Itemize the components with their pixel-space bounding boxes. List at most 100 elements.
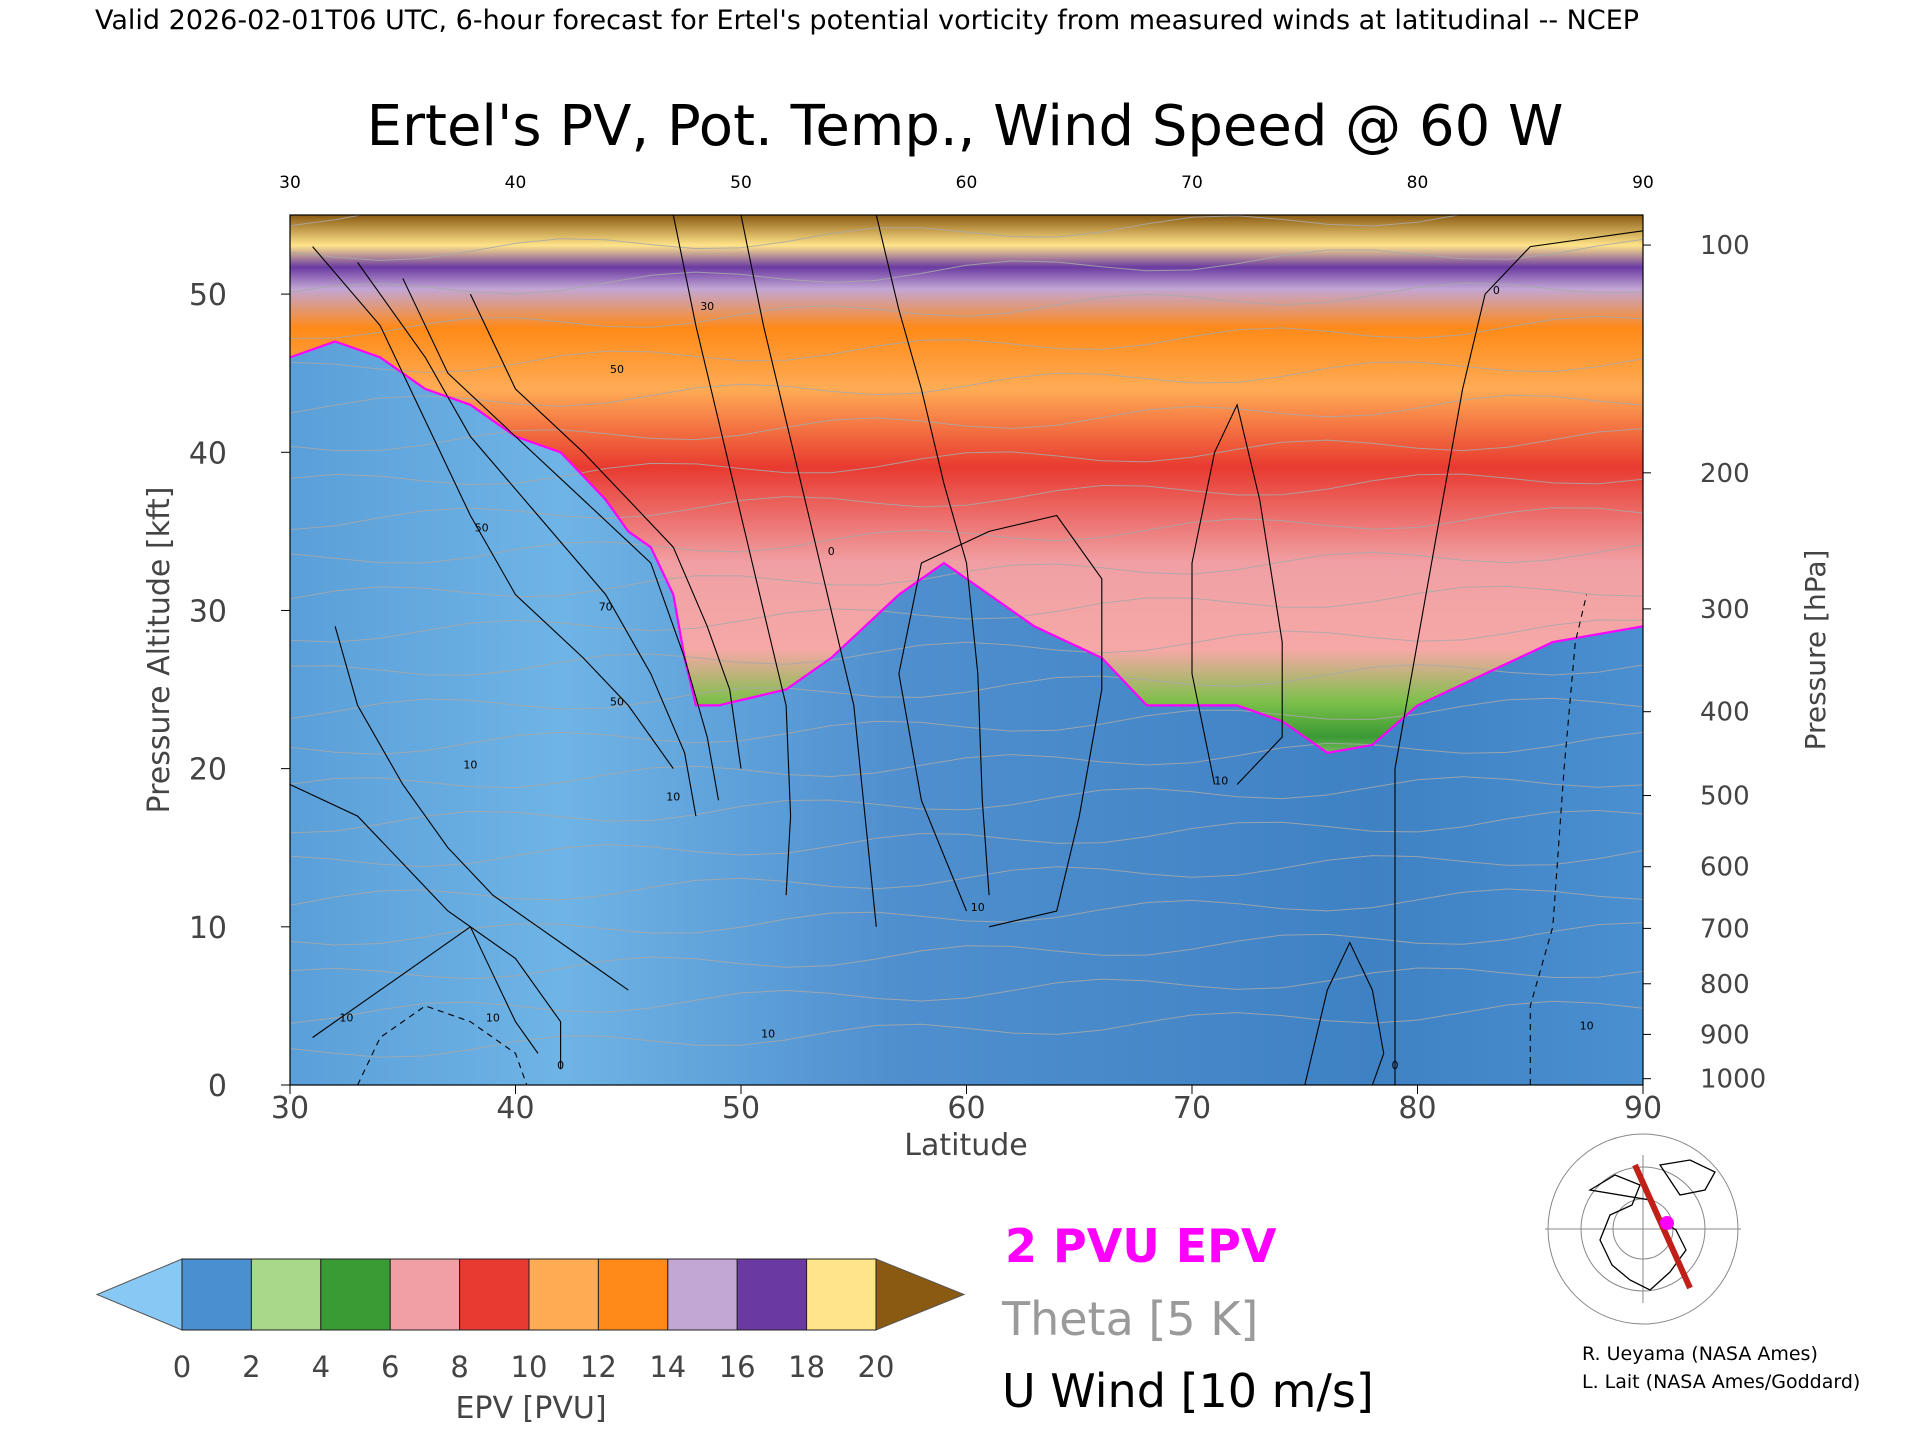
u-wind-contour — [740, 215, 877, 927]
u-wind-label: 50 — [610, 695, 624, 708]
theta-contour — [290, 394, 1643, 452]
pressure-tick-label: 700 — [1700, 914, 1750, 944]
colorbar-tick-label: 20 — [858, 1350, 895, 1384]
x-tick-label: 40 — [496, 1091, 534, 1126]
y-tick-label: 0 — [208, 1069, 227, 1104]
pressure-axis: 100 200 300 400 500 600 700 800 900 1000 — [1643, 231, 1766, 1095]
theta-contour — [290, 922, 1643, 980]
u-wind-label: 10 — [339, 1012, 353, 1025]
u-wind-contours — [290, 215, 1643, 1085]
u-wind-label: 10 — [926, 205, 940, 218]
u-wind-label: 10 — [761, 1028, 775, 1041]
top-axis: 30 40 50 60 70 80 90 — [279, 173, 1654, 193]
colorbar-segment — [736, 1258, 808, 1331]
top-tick-label: 80 — [1407, 173, 1429, 193]
chart-title: Ertel's PV, Pot. Temp., Wind Speed @ 60 … — [367, 94, 1564, 159]
u-wind-contour — [875, 215, 990, 896]
colorbar-segment — [459, 1258, 530, 1331]
figure-header: Valid 2026-02-01T06 UTC, 6-hour forecast… — [95, 5, 1639, 36]
pressure-tick-label: 1000 — [1700, 1065, 1766, 1095]
top-tick-label: 40 — [505, 173, 527, 193]
theta-contour — [290, 544, 1643, 600]
u-wind-contour — [1304, 941, 1385, 1085]
theta-contour — [290, 238, 1643, 295]
u-wind-label: 0 — [1392, 1059, 1399, 1072]
colorbar-over-arrow — [875, 1258, 966, 1331]
legend: 2 PVU EPV Theta [5 K] U Wind [10 m/s] — [1001, 1219, 1374, 1418]
colorbar-segment — [320, 1258, 391, 1331]
x-tick-label: 70 — [1173, 1091, 1211, 1126]
pressure-tick-label: 100 — [1700, 231, 1750, 261]
u-wind-label: 30 — [700, 300, 714, 313]
x-tick-label: 90 — [1624, 1091, 1662, 1126]
pressure-tick-label: 400 — [1700, 698, 1750, 728]
u-wind-contour-negative — [1529, 594, 1588, 1085]
colorbar-tick-label: 4 — [312, 1350, 330, 1384]
u-wind-contour — [357, 262, 697, 817]
colorbar-segment — [667, 1258, 738, 1331]
colorbar-segment — [597, 1258, 669, 1331]
pressure-tick-label: 300 — [1700, 595, 1750, 625]
u-wind-label: 50 — [610, 363, 624, 376]
u-wind-label: 0 — [828, 545, 835, 558]
u-wind-contour — [898, 514, 1103, 928]
y-tick-label: 10 — [189, 911, 227, 946]
u-wind-label: 70 — [599, 601, 613, 614]
pressure-axis-label: Pressure [hPa] — [1799, 550, 1832, 751]
u-wind-contour — [312, 246, 674, 769]
theta-contour — [290, 850, 1643, 906]
u-wind-label: 50 — [475, 521, 489, 534]
top-tick-label: 50 — [730, 173, 752, 193]
u-wind-contour — [290, 784, 562, 1070]
colorbar-tick-label: 14 — [649, 1350, 686, 1384]
y-tick-label: 40 — [189, 436, 227, 471]
x-tick-label: 50 — [722, 1091, 760, 1126]
u-wind-contour — [1191, 403, 1283, 785]
colorbar-tick-label: 18 — [788, 1350, 825, 1384]
theta-contour — [290, 315, 1643, 374]
u-wind-contour — [312, 925, 539, 1054]
u-wind-label: 0 — [1493, 284, 1500, 297]
u-wind-label: 10 — [1580, 1020, 1594, 1033]
top-tick-label: 30 — [279, 173, 301, 193]
pressure-tick-label: 500 — [1700, 782, 1750, 812]
colorbar-segment — [806, 1258, 877, 1331]
u-wind-contour — [402, 278, 720, 801]
x-tick-label: 60 — [947, 1091, 985, 1126]
theta-contour — [290, 215, 1462, 261]
u-wind-label: 10 — [971, 901, 985, 914]
y-axis: 0 10 20 30 40 50 — [189, 278, 290, 1104]
theta-contour — [290, 358, 1643, 414]
colorbar-tick-label: 16 — [719, 1350, 756, 1384]
theta-contour — [290, 428, 1643, 486]
theta-contour — [290, 473, 1643, 531]
credit-1: R. Ueyama (NASA Ames) — [1582, 1343, 1818, 1365]
credit-2: L. Lait (NASA Ames/Goddard) — [1582, 1371, 1860, 1393]
y-tick-label: 20 — [189, 753, 227, 788]
x-tick-label: 80 — [1398, 1091, 1436, 1126]
colorbar-tick-label: 8 — [450, 1350, 468, 1384]
theta-contour — [290, 809, 1643, 868]
y-tick-label: 50 — [189, 278, 227, 313]
theta-contour — [290, 663, 1643, 720]
pv-field-troposphere — [290, 341, 1643, 1085]
theta-contour — [290, 776, 1643, 834]
colorbar-segment — [389, 1258, 461, 1331]
theta-contour — [290, 888, 1643, 946]
theta-contour — [290, 731, 1643, 789]
locator-marker — [1660, 1216, 1674, 1230]
colorbar-tick-label: 6 — [381, 1350, 399, 1384]
u-wind-label: 10 — [666, 790, 680, 803]
theta-contour — [290, 697, 1643, 755]
top-tick-label: 90 — [1632, 173, 1654, 193]
theta-contours — [290, 215, 1643, 1058]
x-tick-label: 30 — [271, 1091, 309, 1126]
colorbar-tick-label: 2 — [242, 1350, 260, 1384]
theta-contour — [290, 1000, 1643, 1058]
locator-map — [1545, 1133, 1741, 1325]
u-wind-contour — [334, 626, 629, 991]
colorbar-segment — [528, 1258, 599, 1331]
top-tick-label: 60 — [956, 173, 978, 193]
colorbar-label: EPV [PVU] — [455, 1391, 606, 1426]
